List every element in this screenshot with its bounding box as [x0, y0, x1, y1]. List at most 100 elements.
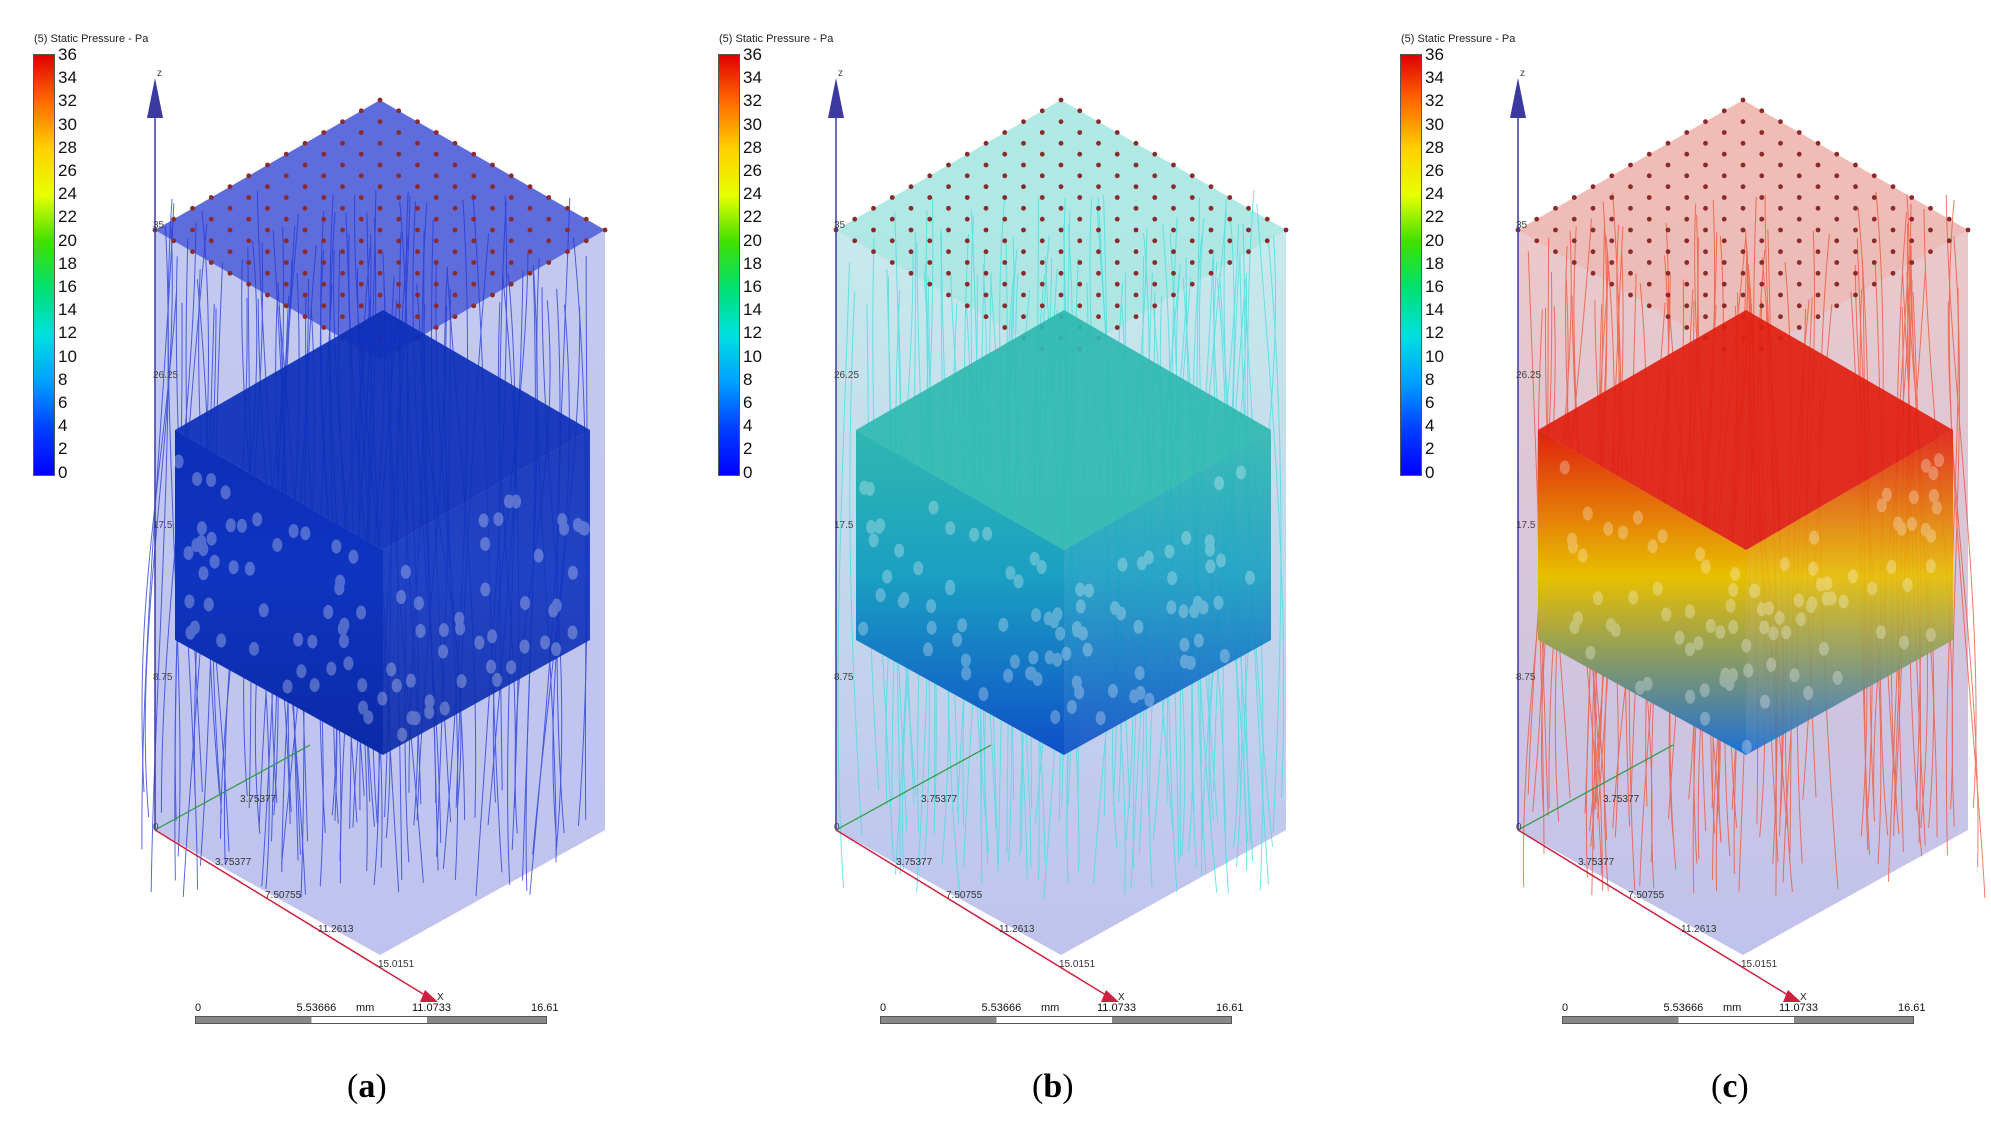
axes: z X 35 26.25 17.5 8.75 0 3.75377 7.50755 11.2613 1…	[828, 68, 1125, 1003]
y-tick-label: 3.75377	[921, 794, 958, 805]
x-axis-arrow	[1783, 990, 1801, 1002]
block-pores	[858, 465, 1255, 726]
scale-label: 0	[195, 1002, 202, 1014]
legend-tick-24: 24	[58, 184, 77, 204]
scale-bar-track	[195, 1016, 547, 1024]
scale-label: mm	[356, 1002, 375, 1014]
panel-b: z X 35 26.25 17.5 8.75 0 3.75377 7.50755 11.2613 1…	[683, 0, 1343, 1128]
legend-tick-22: 22	[743, 207, 762, 227]
legend-tick-34: 34	[58, 68, 77, 88]
scale-label: 11.0733	[1097, 1002, 1136, 1014]
legend-tick-0: 0	[58, 462, 68, 482]
x-tick-label: 7.50755	[1628, 890, 1665, 901]
legend-tick-26: 26	[1425, 161, 1444, 180]
x-tick-label: 15.0151	[378, 959, 415, 970]
z-axis-label: z	[838, 68, 843, 79]
caption: (a)	[347, 1068, 387, 1105]
scale-label: 11.0733	[1779, 1002, 1818, 1014]
color-legend-bar	[33, 54, 55, 476]
legend-tick-28: 28	[743, 137, 762, 157]
legend-title: (5) Static Pressure - Pa	[1401, 33, 1516, 45]
z-axis-label: z	[157, 68, 162, 79]
legend-tick-34: 34	[1425, 68, 1444, 88]
block-right-face	[1064, 430, 1271, 755]
caption: (c)	[1711, 1068, 1749, 1105]
x-tick-label: 3.75377	[1578, 857, 1615, 868]
legend-tick-16: 16	[743, 277, 762, 296]
z-tick-label: 17.5	[1516, 520, 1536, 531]
legend-tick-6: 6	[58, 393, 68, 412]
y-tick-label: 3.75377	[240, 794, 277, 805]
legend-tick-14: 14	[1425, 300, 1444, 320]
legend-tick-20: 20	[743, 230, 762, 250]
scale-label: 5.53666	[1663, 1002, 1704, 1014]
legend-tick-24: 24	[1425, 184, 1444, 204]
legend-tick-6: 6	[1425, 393, 1435, 412]
scale-bar-track	[880, 1016, 1232, 1024]
legend-tick-36: 36	[1425, 45, 1444, 64]
scale-label: 11.0733	[412, 1002, 451, 1014]
x-tick-label: 3.75377	[215, 857, 252, 868]
block-pores	[1559, 453, 1945, 754]
z-tick-label: 8.75	[834, 672, 854, 683]
legend-tick-10: 10	[1425, 346, 1444, 366]
scale-label: 5.53666	[296, 1002, 337, 1014]
seed-points	[152, 97, 608, 352]
z-axis-label: z	[1520, 68, 1525, 79]
axes: z X 35 26.25 17.5 8.75 0 3.75377 7.50755 11.2613 1…	[1510, 68, 1807, 1003]
scene-b: z X 35 26.25 17.5 8.75 0 3.75377 7.50755 11.2613 1…	[828, 68, 1289, 1003]
panel-a: z X 35 26.25 17.5 8.75 0 3.75377 7.50755 11.2613 1…	[0, 0, 660, 1128]
legend-tick-36: 36	[743, 45, 762, 64]
x-axis-label: X	[1800, 992, 1807, 1003]
z-tick-label: 35	[153, 220, 165, 231]
axes: z X 35 26.25 17.5 8.75 0 3.75377 7.50755 11.2613 1…	[147, 68, 444, 1003]
legend-tick-16: 16	[58, 277, 77, 296]
z-tick-label: 0	[153, 822, 159, 833]
legend-tick-22: 22	[58, 207, 77, 227]
scale-label: 16.61	[1898, 1002, 1926, 1014]
legend-tick-32: 32	[743, 91, 762, 111]
block-top-face	[856, 310, 1271, 550]
legend-tick-22: 22	[1425, 207, 1444, 227]
x-tick-label: 15.0151	[1741, 959, 1778, 970]
legend-tick-2: 2	[1425, 439, 1435, 459]
legend-title: (5) Static Pressure - Pa	[719, 33, 834, 45]
y-tick-label: 3.75377	[1603, 794, 1640, 805]
scale-label: 16.61	[1216, 1002, 1244, 1014]
x-axis-arrow	[1101, 990, 1119, 1002]
legend-tick-30: 30	[1425, 114, 1444, 134]
legend-tick-16: 16	[1425, 277, 1444, 296]
x-tick-label: 11.2613	[999, 924, 1035, 935]
legend-tick-18: 18	[58, 253, 77, 273]
x-axis-label: X	[437, 992, 444, 1003]
scale-label: 0	[880, 1002, 887, 1014]
z-tick-label: 8.75	[1516, 672, 1536, 683]
legend-tick-4: 4	[743, 416, 753, 436]
legend-tick-24: 24	[743, 184, 762, 204]
color-legend-bar	[1400, 54, 1422, 476]
scene-c: z X 35 26.25 17.5 8.75 0 3.75377 7.50755 11.2613 1…	[1510, 68, 1986, 1003]
legend-tick-32: 32	[1425, 91, 1444, 111]
x-axis-label: X	[1118, 992, 1125, 1003]
legend-tick-6: 6	[743, 393, 753, 412]
legend-tick-26: 26	[58, 161, 77, 180]
z-tick-label: 26.25	[153, 370, 178, 381]
block-left-face	[856, 430, 1064, 755]
x-tick-label: 7.50755	[946, 890, 983, 901]
legend-tick-18: 18	[1425, 253, 1444, 273]
x-tick-label: 11.2613	[318, 924, 354, 935]
z-tick-label: 35	[834, 220, 846, 231]
z-tick-label: 17.5	[153, 520, 173, 531]
legend-tick-20: 20	[1425, 230, 1444, 250]
legend-tick-2: 2	[743, 439, 753, 459]
z-axis-arrow	[147, 78, 163, 118]
x-axis-arrow	[420, 990, 438, 1002]
z-axis-arrow	[828, 78, 844, 118]
legend-title: (5) Static Pressure - Pa	[34, 33, 149, 45]
panel-c: z X 35 26.25 17.5 8.75 0 3.75377 7.50755 11.2613 1…	[1365, 0, 1991, 1128]
legend-tick-0: 0	[1425, 462, 1435, 482]
block-right-face	[1746, 430, 1953, 755]
legend-tick-30: 30	[58, 114, 77, 134]
caption-letter: c	[1722, 1068, 1738, 1105]
block-left-face	[1538, 430, 1746, 755]
